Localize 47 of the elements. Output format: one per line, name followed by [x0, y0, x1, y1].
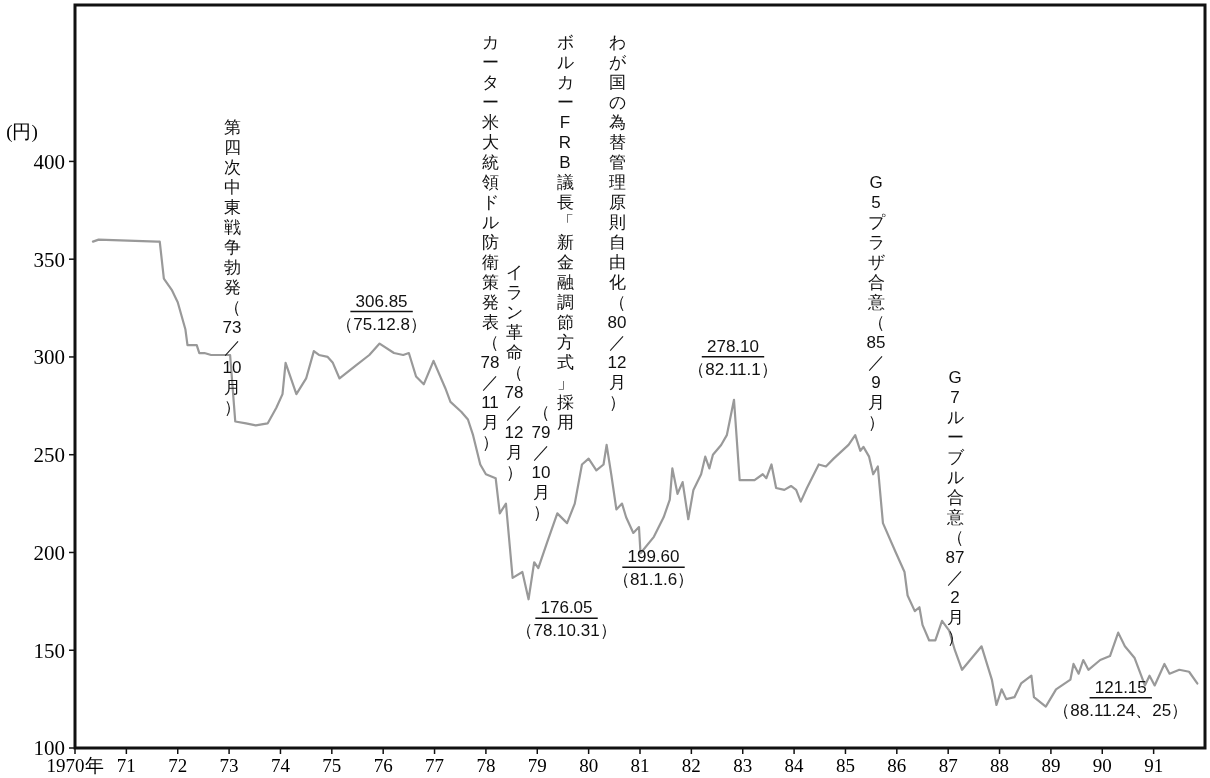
x-tick-label: 80: [579, 755, 599, 776]
x-tick-label: 90: [1092, 755, 1112, 776]
annotation: 199.60: [627, 547, 680, 567]
x-tick-label: 86: [887, 755, 907, 776]
annotation: 121.15: [1094, 677, 1147, 697]
x-tick-label: 84: [784, 755, 805, 776]
annotation: （75.12.8）: [336, 314, 427, 334]
text: G7ルーブル合意（87／2月）: [945, 368, 965, 648]
text: 第四次中東戦争勃発（73／10月）: [222, 118, 242, 418]
x-tick-label: 1970年: [46, 755, 104, 776]
x-tick-label: 87: [938, 755, 958, 776]
y-tick-label: 350: [33, 247, 65, 272]
text: イラン革命（78／12月）: [504, 263, 524, 483]
text: カーター米大統領ドル防衛策発表（78／11月）: [480, 33, 500, 453]
y-axis-title: (円): [6, 121, 38, 143]
annotation: （79／10月）: [531, 403, 551, 523]
text: G5プラザ合意（85／9月）: [866, 173, 886, 433]
x-tick-label: 88: [990, 755, 1010, 776]
x-tick-label: 74: [270, 755, 291, 776]
x-tick-label: 91: [1144, 755, 1164, 776]
x-tick-label: 77: [425, 755, 445, 776]
annotation: 176.05: [540, 598, 593, 618]
annotation: （78.10.31）: [516, 621, 617, 641]
x-tick-label: 71: [116, 755, 136, 776]
x-tick-label: 75: [322, 755, 342, 776]
y-tick-label: 200: [33, 540, 65, 565]
y-tick-label: 250: [33, 443, 65, 468]
text: ボルカーFRB議長「新金融調節方式」採用: [556, 33, 574, 433]
x-tick-label: 76: [373, 755, 393, 776]
x-tick-label: 85: [835, 755, 855, 776]
text: わが国の為替管理原則自由化（80／12月）: [607, 33, 627, 413]
annotation: （82.11.1）: [688, 359, 778, 379]
y-tick-label: 300: [33, 345, 65, 370]
x-tick-label: 82: [681, 755, 701, 776]
annotation: （81.1.6）: [612, 570, 695, 590]
x-tick-label: 89: [1041, 755, 1061, 776]
x-tick-label: 81: [630, 755, 650, 776]
y-tick-label: 400: [33, 149, 65, 174]
x-tick-label: 79: [527, 755, 547, 776]
x-tick-label: 78: [476, 755, 496, 776]
annotation: （88.11.24、25）: [1053, 700, 1189, 720]
y-tick-label: 150: [33, 638, 65, 663]
annotation: 306.85: [355, 291, 408, 311]
x-tick-label: 72: [168, 755, 188, 776]
x-tick-label: 73: [219, 755, 239, 776]
x-tick-label: 83: [733, 755, 753, 776]
annotation: 278.10: [707, 336, 759, 356]
